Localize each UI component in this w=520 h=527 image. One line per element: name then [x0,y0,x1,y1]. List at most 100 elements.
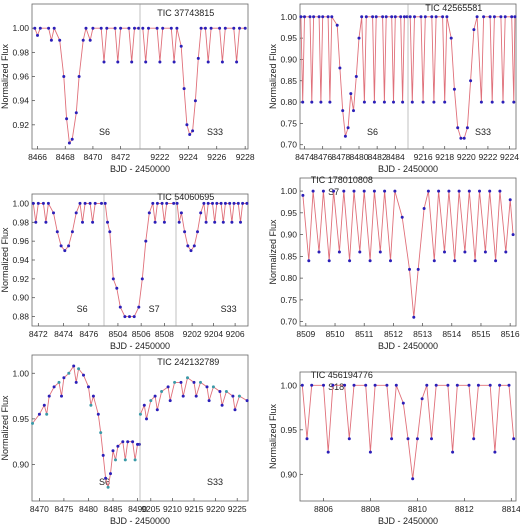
data-point [459,136,463,140]
data-point [511,233,515,237]
x-tick-label: 8474 [295,152,314,162]
data-point [207,399,211,403]
data-point [305,437,309,441]
x-tick-label: 9215 [185,504,204,514]
data-point [408,267,411,271]
data-point [426,189,430,193]
y-axis-label: Normalized Flux [0,395,10,461]
data-point [343,134,347,138]
data-point [126,440,130,444]
sector-label: S6 [99,477,110,487]
data-point [155,201,159,205]
model-curve [301,384,515,479]
data-point [106,220,109,224]
data-point [172,201,176,205]
chart-2: 0.70 0.75 0.80 0.85 0.90 0.95 1.00 Normalized F… [268,3,519,174]
data-point [443,250,446,254]
data-point [368,259,372,263]
data-point [413,15,416,19]
data-point [352,383,356,387]
data-point [34,220,38,224]
data-point [239,220,242,224]
x-tick-label: 8490 [128,504,147,514]
data-point [401,100,405,104]
chart-title: TIC 37743815 [157,8,214,18]
data-point [203,26,207,30]
data-point [490,100,494,104]
sector-label: S33 [207,477,223,487]
data-point [38,26,42,30]
data-point [327,259,331,263]
y-tick-label: 1.00 [280,380,297,390]
data-point [467,383,471,387]
data-point [161,26,165,30]
data-point [185,123,189,127]
data-point [113,26,117,30]
data-point [218,390,222,393]
data-point [31,421,34,425]
data-point [47,394,51,398]
data-point [74,380,78,384]
data-point [445,15,449,19]
data-point [451,450,455,454]
x-tick-label: 8478 [331,152,350,162]
data-point [402,15,406,19]
data-point [423,15,427,19]
data-point [193,99,197,103]
data-point [153,220,157,224]
data-point [220,403,224,407]
data-point [131,440,135,444]
data-point [510,15,514,19]
y-tick-label: 0.90 [12,293,29,303]
y-tick-label: 0.80 [280,97,297,107]
data-point [307,259,311,263]
data-point [453,259,457,263]
data-point [153,394,157,398]
data-point [326,450,330,454]
x-tick-label: 8466 [28,152,47,162]
data-point [399,15,403,19]
data-point [319,100,323,104]
data-point [233,408,237,412]
x-tick-label: 8514 [442,329,461,339]
data-point [81,38,85,42]
x-tick-label: 9228 [236,152,255,162]
data-point [488,189,492,193]
data-point [232,201,236,205]
data-point [301,193,305,197]
data-point [111,277,115,281]
x-tick-label: 9206 [226,329,245,339]
y-tick-label: 0.95 [280,33,297,43]
y-tick-label: 1.00 [280,186,297,196]
data-point [238,26,241,30]
x-axis-label: BJD - 2450000 [110,341,170,351]
y-axis-label: Normalized Flux [0,43,10,109]
x-tick-label: 8470 [30,504,49,514]
y-tick-label: 0.98 [12,217,29,227]
x-tick-label: 8468 [56,152,75,162]
data-point [503,15,507,19]
data-point [317,15,321,19]
sector-label: S7 [149,304,160,314]
data-point [513,15,517,19]
data-point [133,26,136,30]
data-point [115,286,119,290]
x-tick-label: 9222 [478,152,497,162]
data-point [364,383,368,387]
data-point [137,26,141,30]
data-point [401,401,405,405]
x-tick-label: 8515 [472,329,491,339]
data-point [91,220,95,224]
y-tick-label: 0.75 [280,118,297,128]
data-point [430,15,434,19]
data-point [483,250,487,254]
x-tick-label: 8480 [79,504,98,514]
x-axis-label: BJD - 2450000 [110,164,170,174]
model-curve [302,190,514,318]
data-point [455,383,459,387]
sector-label: S33 [207,127,223,137]
data-point [147,211,151,215]
x-tick-label: 8806 [314,504,333,514]
data-point [364,15,368,19]
x-tick-label: 9216 [414,152,433,162]
